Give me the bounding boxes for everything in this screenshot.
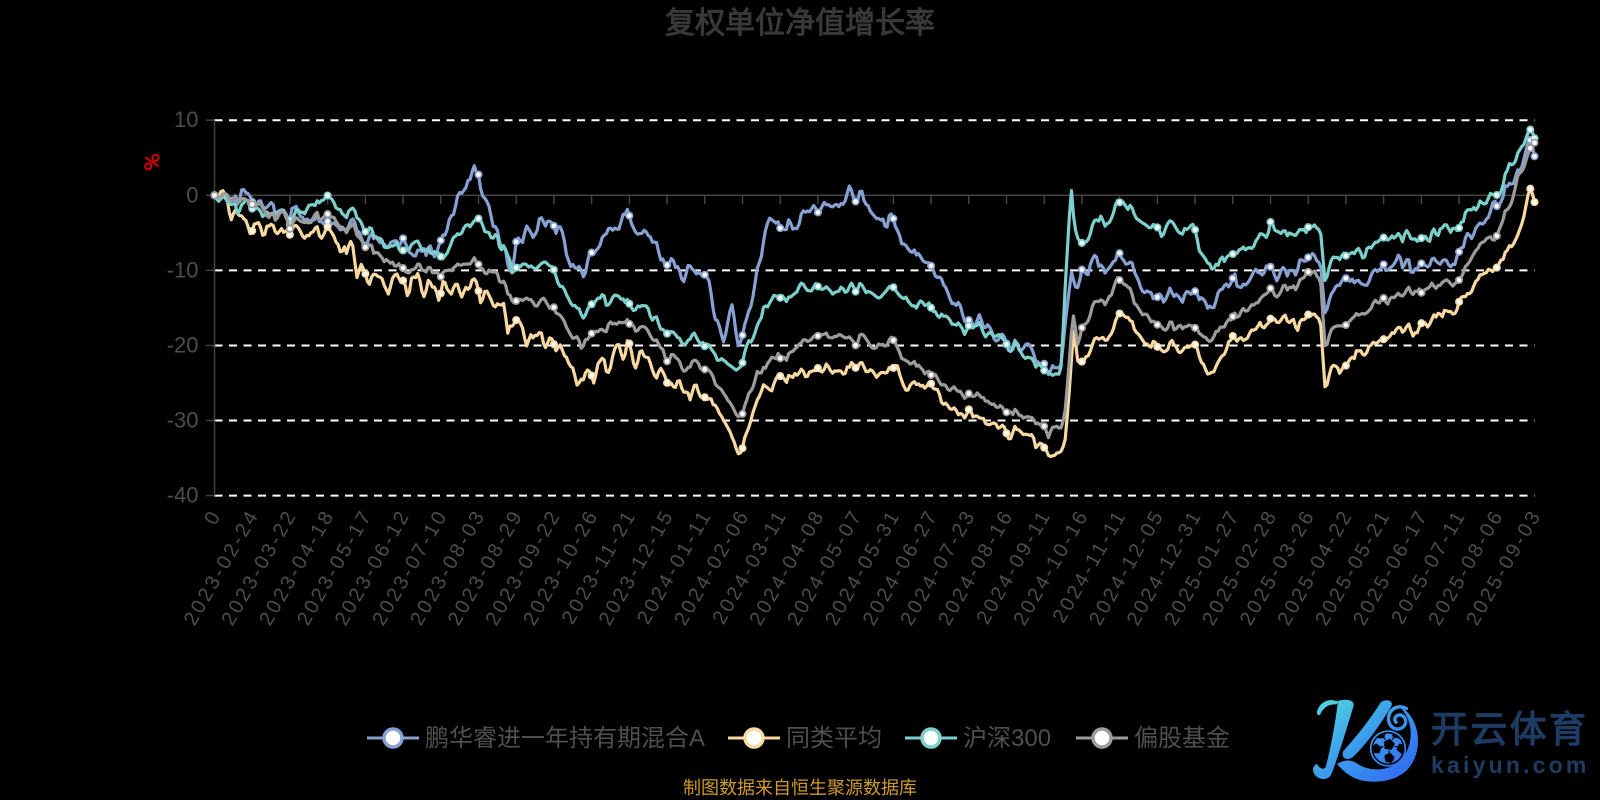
svg-text:偏股基金: 偏股基金 — [1134, 725, 1230, 752]
svg-text:-40: -40 — [167, 483, 199, 508]
svg-text:鹏华睿进一年持有期混合A: 鹏华睿进一年持有期混合A — [425, 725, 705, 752]
svg-text:kaiyun.com: kaiyun.com — [1431, 752, 1590, 778]
svg-text:沪深300: 沪深300 — [963, 725, 1051, 752]
svg-text:0: 0 — [186, 182, 198, 207]
svg-text:-20: -20 — [167, 333, 199, 358]
svg-text:同类平均: 同类平均 — [786, 725, 882, 752]
svg-text:10: 10 — [174, 107, 198, 132]
svg-text:制图数据来自恒生聚源数据库: 制图数据来自恒生聚源数据库 — [683, 778, 917, 798]
svg-text:-10: -10 — [167, 257, 199, 282]
svg-text:复权单位净值增长率: 复权单位净值增长率 — [665, 6, 935, 40]
svg-text:-30: -30 — [167, 408, 199, 433]
